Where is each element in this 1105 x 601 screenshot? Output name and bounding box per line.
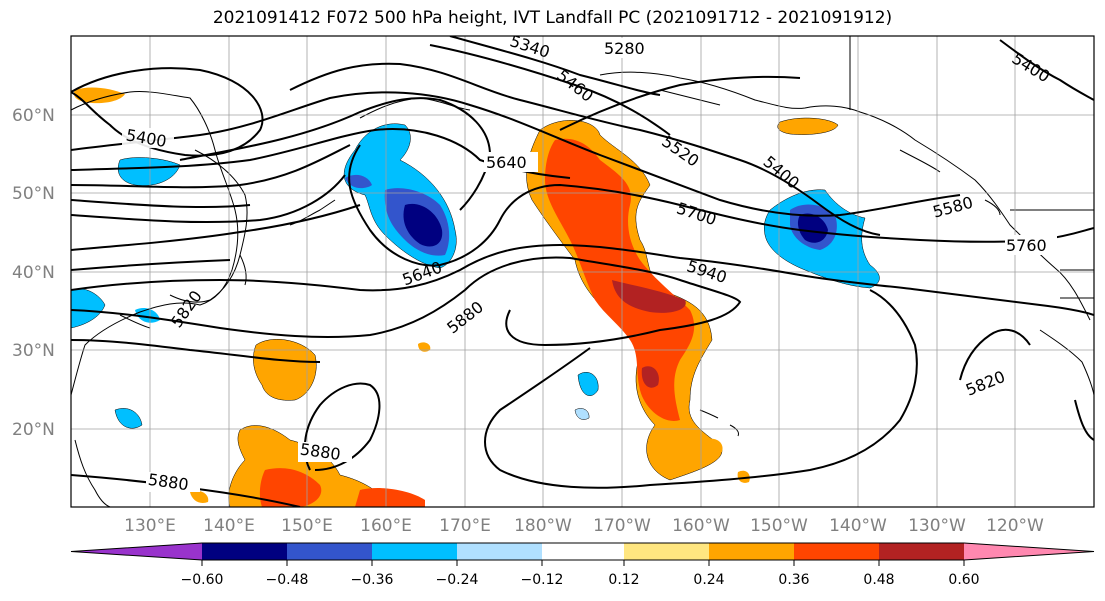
contour-label: 5280 — [604, 39, 645, 58]
colorbar-segment — [287, 543, 372, 560]
colorbar-tick-label: 0.48 — [863, 572, 894, 588]
lon-label: 150°W — [750, 516, 808, 536]
colorbar-segment — [964, 543, 1094, 560]
colorbar-tick-label: −0.12 — [521, 572, 564, 588]
colorbar-tick-label: −0.48 — [266, 572, 309, 588]
colorbar-segment — [624, 543, 709, 560]
lon-label: 120°W — [986, 516, 1044, 536]
contour-label: 5640 — [486, 153, 527, 172]
lon-label: 160°W — [672, 516, 730, 536]
colorbar-segment — [542, 543, 624, 560]
colorbar-tick-label: −0.36 — [351, 572, 394, 588]
lat-labels: 60°N 50°N 40°N 30°N 20°N — [12, 106, 55, 440]
colorbar-tick-labels: −0.60 −0.48 −0.36 −0.24 −0.12 0.12 0.24 … — [181, 572, 980, 588]
lat-label: 30°N — [12, 341, 55, 361]
map-title: 2021091412 F072 500 hPa height, IVT Land… — [212, 8, 893, 28]
colorbar-segment — [202, 543, 287, 560]
colorbar: −0.60 −0.48 −0.36 −0.24 −0.12 0.12 0.24 … — [70, 542, 1095, 588]
colorbar-tick-label: 0.24 — [693, 572, 724, 588]
lon-label: 160°E — [360, 516, 412, 536]
lon-label: 130°E — [124, 516, 176, 536]
colorbar-segments — [70, 542, 1095, 561]
lon-label: 170°W — [593, 516, 651, 536]
lon-label: 170°E — [439, 516, 491, 536]
contour-label: 5760 — [1006, 236, 1047, 255]
lat-label: 50°N — [12, 184, 55, 204]
colorbar-tick-label: 0.36 — [778, 572, 809, 588]
colorbar-tick-label: 0.12 — [608, 572, 639, 588]
colorbar-ticks — [201, 560, 965, 566]
colorbar-tick-label: −0.60 — [181, 572, 224, 588]
lat-label: 60°N — [12, 106, 55, 126]
lon-label: 150°E — [281, 516, 333, 536]
colorbar-tick-label: −0.24 — [436, 572, 479, 588]
colorbar-segment — [372, 543, 457, 560]
lon-label: 140°W — [829, 516, 887, 536]
lon-label: 140°E — [203, 516, 255, 536]
colorbar-segment — [71, 543, 202, 560]
colorbar-segment — [457, 543, 542, 560]
map-frame — [70, 35, 1095, 508]
colorbar-segment — [879, 543, 964, 560]
colorbar-segment — [709, 543, 794, 560]
lon-label: 180°W — [514, 516, 572, 536]
colorbar-segment — [794, 543, 879, 560]
colorbar-tick-label: 0.60 — [948, 572, 979, 588]
lat-label: 20°N — [12, 420, 55, 440]
lon-labels: 130°E 140°E 150°E 160°E 170°E 180°W 170°… — [124, 516, 1044, 536]
lat-label: 40°N — [12, 263, 55, 283]
map-plot-area: 5400 5340 5280 5460 5520 5640 5400 5580 … — [71, 36, 1094, 507]
lon-label: 130°W — [908, 516, 966, 536]
